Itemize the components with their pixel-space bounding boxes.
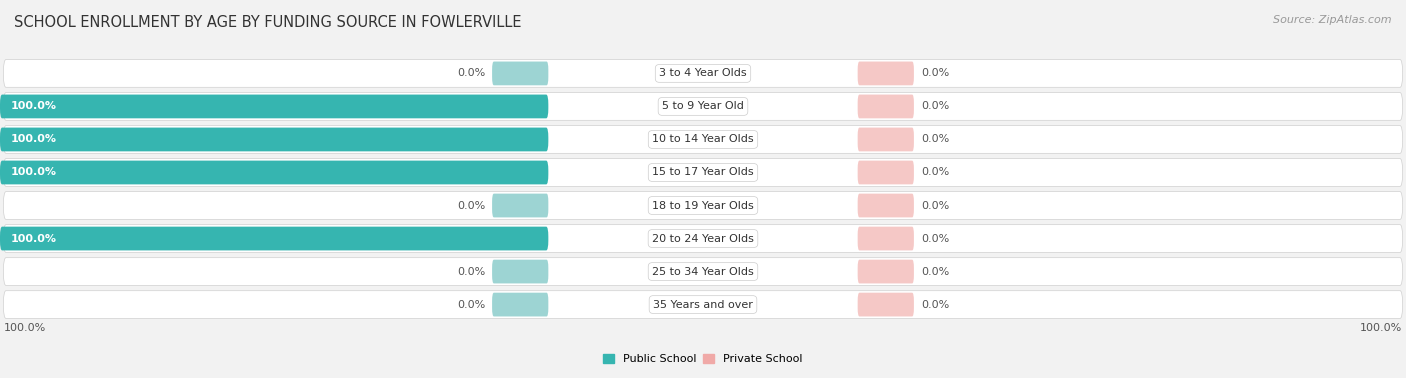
Text: 18 to 19 Year Olds: 18 to 19 Year Olds	[652, 200, 754, 211]
FancyBboxPatch shape	[3, 125, 1403, 153]
FancyBboxPatch shape	[492, 62, 548, 85]
Text: 0.0%: 0.0%	[921, 234, 949, 243]
Text: 3 to 4 Year Olds: 3 to 4 Year Olds	[659, 68, 747, 78]
Text: 100.0%: 100.0%	[10, 135, 56, 144]
Text: 0.0%: 0.0%	[921, 68, 949, 78]
Text: 0.0%: 0.0%	[457, 300, 485, 310]
FancyBboxPatch shape	[3, 225, 1403, 253]
FancyBboxPatch shape	[0, 128, 548, 151]
FancyBboxPatch shape	[3, 291, 1403, 318]
FancyBboxPatch shape	[858, 194, 914, 217]
FancyBboxPatch shape	[3, 192, 1403, 219]
Text: 100.0%: 100.0%	[10, 234, 56, 243]
FancyBboxPatch shape	[0, 94, 548, 118]
Text: 100.0%: 100.0%	[3, 323, 46, 333]
Text: 0.0%: 0.0%	[921, 167, 949, 178]
Text: 0.0%: 0.0%	[921, 200, 949, 211]
Text: 35 Years and over: 35 Years and over	[652, 300, 754, 310]
FancyBboxPatch shape	[858, 260, 914, 284]
FancyBboxPatch shape	[492, 194, 548, 217]
FancyBboxPatch shape	[858, 293, 914, 316]
Text: 100.0%: 100.0%	[10, 101, 56, 112]
FancyBboxPatch shape	[858, 128, 914, 151]
Text: 0.0%: 0.0%	[921, 101, 949, 112]
FancyBboxPatch shape	[858, 227, 914, 250]
Text: 0.0%: 0.0%	[457, 266, 485, 277]
Text: 0.0%: 0.0%	[457, 68, 485, 78]
Text: 100.0%: 100.0%	[1360, 323, 1403, 333]
FancyBboxPatch shape	[492, 260, 548, 284]
Text: 100.0%: 100.0%	[10, 167, 56, 178]
FancyBboxPatch shape	[858, 161, 914, 184]
Legend: Public School, Private School: Public School, Private School	[603, 354, 803, 364]
FancyBboxPatch shape	[3, 93, 1403, 120]
Text: 5 to 9 Year Old: 5 to 9 Year Old	[662, 101, 744, 112]
Text: SCHOOL ENROLLMENT BY AGE BY FUNDING SOURCE IN FOWLERVILLE: SCHOOL ENROLLMENT BY AGE BY FUNDING SOUR…	[14, 15, 522, 30]
Text: 0.0%: 0.0%	[921, 300, 949, 310]
FancyBboxPatch shape	[858, 62, 914, 85]
FancyBboxPatch shape	[3, 60, 1403, 87]
Text: 0.0%: 0.0%	[921, 266, 949, 277]
FancyBboxPatch shape	[3, 258, 1403, 285]
FancyBboxPatch shape	[3, 159, 1403, 186]
Text: 15 to 17 Year Olds: 15 to 17 Year Olds	[652, 167, 754, 178]
FancyBboxPatch shape	[0, 161, 548, 184]
FancyBboxPatch shape	[0, 227, 548, 250]
Text: Source: ZipAtlas.com: Source: ZipAtlas.com	[1274, 15, 1392, 25]
Text: 0.0%: 0.0%	[457, 200, 485, 211]
FancyBboxPatch shape	[858, 94, 914, 118]
Text: 20 to 24 Year Olds: 20 to 24 Year Olds	[652, 234, 754, 243]
FancyBboxPatch shape	[492, 293, 548, 316]
Text: 25 to 34 Year Olds: 25 to 34 Year Olds	[652, 266, 754, 277]
Text: 10 to 14 Year Olds: 10 to 14 Year Olds	[652, 135, 754, 144]
Text: 0.0%: 0.0%	[921, 135, 949, 144]
